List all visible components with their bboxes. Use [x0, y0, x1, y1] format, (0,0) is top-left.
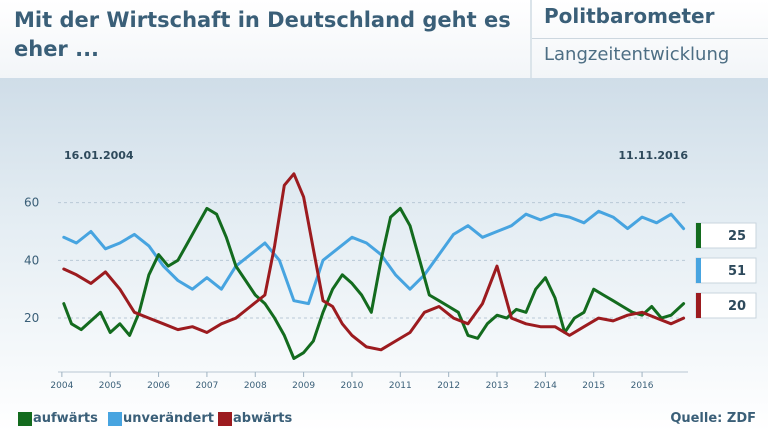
series-lines — [62, 172, 686, 360]
series-line-aufwaerts — [62, 206, 686, 360]
end-box-unveraendert — [695, 257, 757, 284]
x-tick-label-2005: 2005 — [99, 381, 122, 391]
y-tick-label-60: 60 — [24, 196, 39, 210]
end-box-abwaerts — [695, 292, 757, 319]
axis-labels: 20 40 60 2004 2005 2006 2007 2008 2009 2010 2011 20… — [24, 149, 688, 391]
header-divider — [530, 0, 532, 78]
legend-label-aufwaerts: aufwärts — [33, 411, 98, 426]
x-tick-label-2006: 2006 — [147, 381, 170, 391]
date-start-label: 16.01.2004 — [64, 149, 134, 162]
legend-label-abwaerts: abwärts — [233, 411, 293, 426]
legend-swatch-abwaerts — [218, 412, 232, 426]
end-value-label-abwaerts: 20 — [728, 299, 746, 314]
x-tick-label-2015: 2015 — [582, 381, 605, 391]
end-value-label-aufwaerts: 25 — [728, 229, 746, 244]
legend-swatch-unveraendert — [108, 412, 122, 426]
legend-item-abwaerts: abwärts — [218, 411, 292, 427]
chart-area — [0, 78, 768, 432]
end-box-marker-abwaerts — [696, 293, 701, 318]
end-box-marker-unveraendert — [696, 258, 701, 283]
x-tick-label-2014: 2014 — [534, 381, 557, 391]
end-value-boxes: 25 51 20 — [695, 222, 757, 319]
series-line-unveraendert — [62, 209, 686, 306]
x-tick-label-2007: 2007 — [195, 381, 218, 391]
x-tick-label-2012: 2012 — [437, 381, 460, 391]
header-right-panel: Politbarometer Langzeitentwicklung — [532, 0, 768, 78]
series-line-abwaerts — [62, 172, 686, 352]
legend-label-unveraendert: unverändert — [123, 411, 214, 426]
date-end-label: 11.11.2016 — [618, 149, 688, 162]
x-tick-label-2016: 2016 — [631, 381, 654, 391]
legend-item-unveraendert: unverändert — [108, 411, 214, 427]
x-tick-label-2010: 2010 — [341, 381, 364, 391]
brand-title: Politbarometer — [544, 4, 715, 28]
x-tick-label-2013: 2013 — [486, 381, 509, 391]
end-box-aufwaerts — [695, 222, 757, 249]
x-tick-label-2004: 2004 — [50, 381, 73, 391]
y-tick-label-20: 20 — [24, 311, 39, 325]
end-box-marker-aufwaerts — [696, 223, 701, 248]
x-tick-label-2008: 2008 — [244, 381, 267, 391]
source-note: Quelle: ZDF — [670, 411, 756, 426]
header-left-panel: Mit der Wirtschaft in Deutschland geht e… — [0, 0, 530, 78]
x-tick-label-2009: 2009 — [292, 381, 315, 391]
chart-title: Mit der Wirtschaft in Deutschland geht e… — [14, 8, 511, 61]
grid — [58, 202, 688, 377]
y-tick-label-40: 40 — [24, 253, 39, 267]
chart-subtitle: Langzeitentwicklung — [544, 44, 730, 65]
end-value-label-unveraendert: 51 — [728, 264, 746, 279]
header-separator — [532, 38, 768, 39]
legend-swatch-aufwaerts — [18, 412, 32, 426]
legend-item-aufwaerts: aufwärts — [18, 411, 98, 427]
x-tick-label-2011: 2011 — [389, 381, 412, 391]
